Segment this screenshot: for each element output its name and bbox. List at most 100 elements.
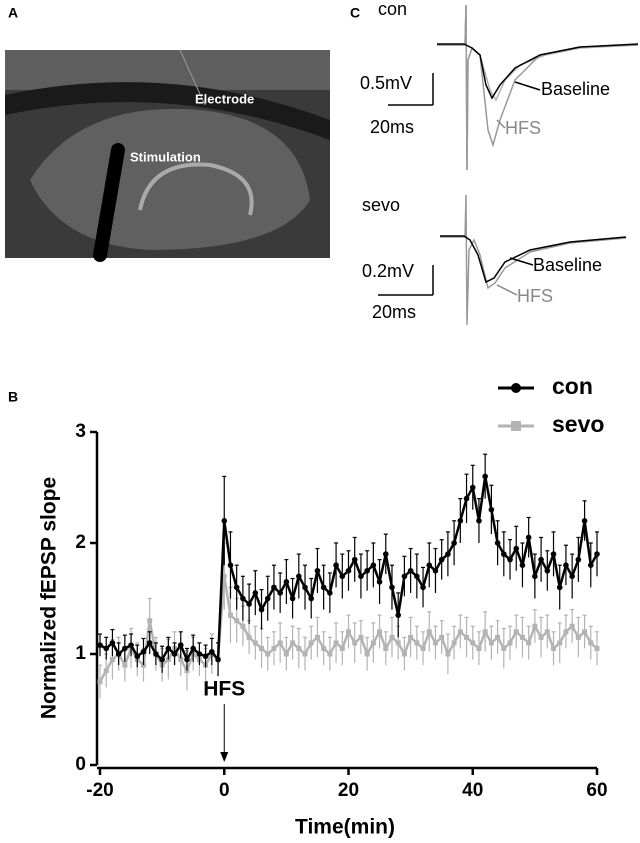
marker	[557, 640, 563, 646]
marker	[594, 645, 600, 651]
marker	[165, 645, 172, 652]
y-tick-label: 0	[75, 754, 86, 775]
x-tick-label: 20	[338, 780, 359, 801]
marker	[401, 651, 407, 657]
trace-label: HFS	[505, 118, 541, 138]
marker	[352, 640, 358, 646]
marker	[383, 645, 389, 651]
y-tick-label: 1	[75, 643, 86, 664]
x-tick-label: 0	[219, 780, 230, 801]
marker	[538, 634, 544, 640]
marker	[482, 473, 488, 480]
marker	[128, 642, 134, 648]
marker	[457, 629, 463, 635]
marker	[544, 567, 551, 574]
marker	[370, 562, 377, 568]
legend-marker	[511, 421, 521, 431]
y-tick-label: 3	[75, 421, 86, 442]
marker	[122, 645, 128, 652]
scale-bar	[388, 73, 541, 129]
marker	[470, 640, 476, 646]
trace-label: Baseline	[533, 255, 602, 275]
marker	[519, 562, 526, 568]
marker	[146, 640, 153, 646]
marker	[171, 651, 178, 657]
marker	[320, 584, 327, 591]
marker	[296, 573, 302, 580]
marker	[290, 640, 296, 646]
marker	[184, 656, 190, 663]
panel-label: A	[8, 5, 18, 21]
marker	[494, 540, 501, 546]
marker	[246, 634, 252, 640]
marker	[525, 534, 532, 541]
marker	[97, 642, 103, 648]
marker	[333, 562, 339, 568]
marker	[221, 573, 227, 579]
trace-label: HFS	[517, 286, 553, 306]
marker	[439, 634, 445, 640]
marker	[215, 656, 221, 663]
marker	[308, 640, 314, 646]
trace	[440, 194, 627, 326]
marker	[346, 629, 351, 635]
marker	[259, 645, 265, 651]
marker	[563, 562, 569, 568]
x-tick-label: 60	[586, 780, 607, 801]
marker	[482, 629, 488, 635]
marker	[488, 506, 495, 513]
marker	[445, 651, 451, 657]
marker	[526, 640, 532, 646]
marker	[345, 567, 352, 574]
marker	[469, 484, 476, 491]
marker	[289, 595, 296, 602]
marker	[177, 642, 184, 648]
marker	[358, 634, 364, 640]
marker	[283, 579, 290, 585]
marker	[463, 495, 470, 502]
marker	[594, 551, 600, 557]
marker	[513, 629, 519, 635]
marker	[575, 556, 582, 563]
marker	[351, 556, 358, 563]
marker	[488, 640, 494, 646]
marker	[532, 623, 538, 629]
marker	[501, 551, 507, 557]
marker	[389, 634, 395, 640]
marker	[550, 551, 557, 557]
marker	[407, 567, 414, 574]
annotation: HFS	[203, 678, 245, 701]
y-tick-label: 2	[75, 532, 86, 553]
marker	[445, 551, 451, 557]
marker	[271, 645, 277, 651]
marker	[519, 634, 525, 640]
marker	[395, 640, 401, 646]
marker	[308, 595, 315, 602]
marker	[426, 629, 432, 635]
marker	[264, 595, 271, 602]
marker	[451, 540, 457, 546]
marker	[507, 556, 513, 563]
marker	[159, 656, 165, 663]
legend-marker	[511, 383, 521, 393]
marker	[321, 645, 327, 651]
marker	[314, 634, 320, 640]
marker	[438, 556, 445, 563]
marker	[333, 640, 339, 646]
marker	[277, 590, 283, 596]
marker	[140, 648, 147, 655]
scale-label: 0.5mV	[360, 73, 412, 93]
scale-label: 20ms	[370, 117, 414, 137]
x-axis-label: Time(min)	[295, 816, 395, 839]
scale-label: 0.2mV	[362, 261, 414, 281]
marker	[364, 651, 370, 657]
marker	[464, 634, 470, 640]
marker	[277, 640, 283, 646]
panel-label: C	[350, 5, 360, 21]
marker	[147, 618, 153, 624]
marker	[544, 629, 550, 635]
marker	[339, 573, 346, 580]
marker	[408, 634, 414, 640]
